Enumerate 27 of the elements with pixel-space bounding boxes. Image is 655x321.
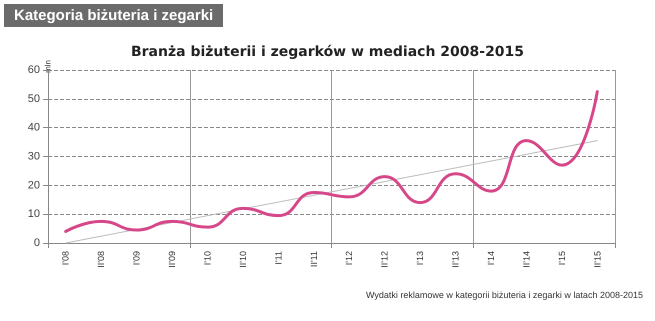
x-tick-label: II'09 bbox=[167, 251, 178, 268]
y-tick-label: 20 bbox=[28, 179, 40, 192]
x-tick-label: I'14 bbox=[486, 251, 496, 266]
x-tick-label: II'12 bbox=[380, 251, 390, 268]
x-tick-label: I'13 bbox=[415, 251, 426, 266]
x-tick-label: II'15 bbox=[592, 251, 602, 268]
x-tick-label: I'15 bbox=[556, 251, 567, 266]
y-tick-label: 40 bbox=[28, 122, 40, 134]
y-tick-label: 50 bbox=[28, 92, 40, 105]
text: Wydatki reklamowe w kategorii biżuteria i zegarki w latach 2008-2015 bbox=[366, 290, 643, 300]
x-tick-label: II'08 bbox=[96, 251, 106, 268]
x-tick-label: II'14 bbox=[521, 251, 532, 268]
y-tick-label: 30 bbox=[28, 150, 40, 162]
x-tick-label: I'09 bbox=[132, 251, 142, 266]
x-tick-label: I'12 bbox=[344, 251, 354, 266]
chart-subtitle: Kategoria biżuteria i zegarki bbox=[4, 4, 224, 27]
x-tick-label: I'08 bbox=[60, 251, 71, 266]
line-series bbox=[64, 90, 599, 233]
x-tick-label: II'10 bbox=[238, 251, 248, 268]
x-tick-label: II'13 bbox=[450, 251, 461, 268]
chart-title: Branża biżuterii i zegarków w mediach 2008-2015 bbox=[130, 44, 524, 60]
y-tick-label: 60 bbox=[28, 64, 40, 76]
x-tick-label: I'10 bbox=[202, 251, 212, 266]
x-tick-label: I'11 bbox=[273, 251, 284, 265]
y-tick-label: 10 bbox=[28, 208, 40, 220]
y-tick-label: 0 bbox=[34, 237, 40, 249]
x-tick-label: II'11 bbox=[308, 251, 319, 268]
